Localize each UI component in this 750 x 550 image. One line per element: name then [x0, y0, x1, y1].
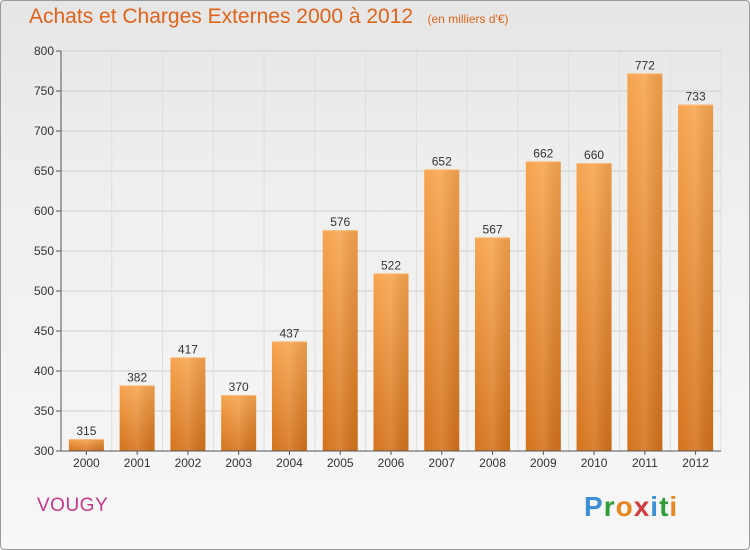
bar-shine: [576, 163, 612, 451]
title-row: Achats et Charges Externes 2000 à 2012 (…: [29, 5, 509, 29]
x-tick-label: 2005: [327, 456, 354, 470]
bar-shine: [271, 341, 307, 451]
bar-shine: [221, 395, 257, 451]
bar-shine: [170, 357, 206, 451]
y-tick-label: 750: [34, 84, 54, 98]
logo-letter: t: [659, 491, 670, 522]
bar-shine: [678, 104, 714, 451]
data-label: 567: [483, 222, 503, 236]
data-label: 772: [635, 58, 655, 72]
data-label: 382: [127, 370, 147, 384]
data-label: 437: [279, 326, 299, 340]
chart-title: Achats et Charges Externes 2000 à 2012: [29, 5, 414, 28]
y-tick-label: 700: [34, 124, 54, 138]
data-label: 417: [178, 342, 198, 356]
bar-shine: [424, 169, 460, 451]
data-label: 652: [432, 154, 452, 168]
bar-shine: [373, 273, 409, 451]
y-tick-label: 800: [34, 44, 54, 58]
chart-subtitle: (en milliers d'€): [427, 12, 509, 26]
x-tick-label: 2001: [124, 456, 151, 470]
bar-layer: [68, 73, 714, 452]
x-tick-label: 2007: [428, 456, 455, 470]
logo-letter: P: [584, 491, 604, 522]
y-tick-label: 600: [34, 204, 54, 218]
y-tick-label: 650: [34, 164, 54, 178]
x-tick-label: 2002: [175, 456, 202, 470]
y-tick-label: 550: [34, 244, 54, 258]
x-tick-label: 2004: [276, 456, 303, 470]
y-tick-label: 500: [34, 284, 54, 298]
commune-name: VOUGY: [37, 495, 109, 516]
x-tick-label: 2006: [378, 456, 405, 470]
logo-letter: o: [615, 491, 634, 522]
x-tick-label: 2008: [479, 456, 506, 470]
bar-shine: [627, 73, 663, 452]
x-tick-label: 2009: [530, 456, 557, 470]
data-label: 662: [533, 146, 553, 160]
data-label: 370: [229, 380, 249, 394]
axis-layer: 300 350 400 450 500 550 600 650 700 750 800 2000 200…: [34, 44, 721, 470]
logo-letter: r: [603, 491, 616, 522]
x-tick-label: 2010: [581, 456, 608, 470]
logo-letter: i: [650, 491, 660, 522]
x-tick-label: 2011: [632, 456, 658, 470]
data-label: 576: [330, 215, 350, 229]
logo-letter: x: [633, 491, 651, 522]
x-tick-label: 2012: [682, 456, 709, 470]
y-tick-label: 450: [34, 324, 54, 338]
bar-shine: [119, 385, 155, 451]
data-label: 660: [584, 148, 604, 162]
y-tick-label: 350: [34, 404, 54, 418]
y-tick-label: 400: [34, 364, 54, 378]
logo-letter: i: [669, 491, 679, 522]
y-tick-label: 300: [34, 444, 54, 458]
bar-shine: [68, 439, 104, 451]
x-tick-label: 2003: [225, 456, 252, 470]
proxiti-logo: Proxiti: [584, 491, 678, 523]
x-tick-label: 2000: [73, 456, 100, 470]
bar-shine: [322, 230, 358, 451]
data-label: 733: [686, 90, 706, 104]
bar-shine: [475, 237, 511, 451]
bar-shine: [525, 161, 561, 451]
label-layer: 315 382 417 370 437 576 522 652 567 662 660 772 733: [76, 58, 706, 438]
data-label: 522: [381, 258, 401, 272]
data-label: 315: [76, 424, 96, 438]
